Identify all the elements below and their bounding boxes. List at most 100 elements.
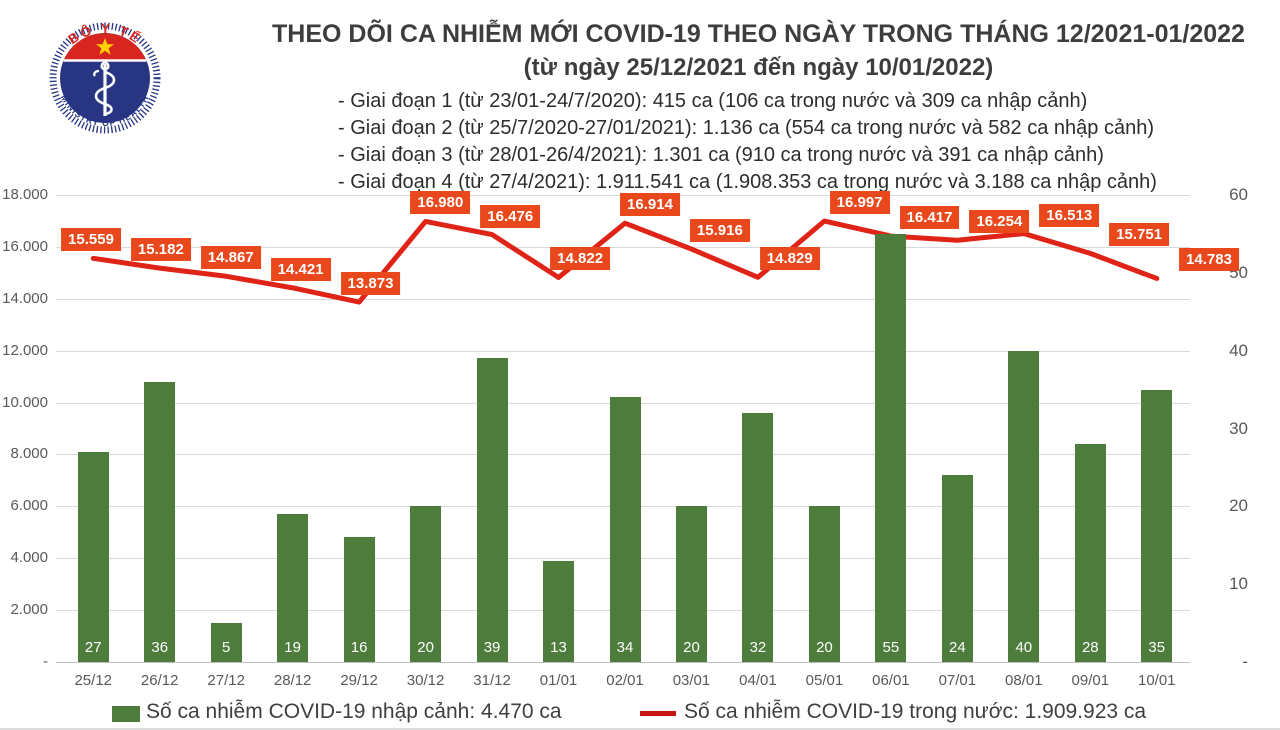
phase-line-3: - Giai đoạn 3 (từ 28/01-26/4/2021): 1.30… (338, 144, 1104, 166)
legend-line-swatch (640, 711, 676, 716)
bar-imported-cases: 24 (941, 475, 973, 662)
x-axis-date-label: 27/12 (207, 672, 245, 689)
right-axis-tick: 30 (1229, 418, 1248, 438)
line-point-label: 14.421 (270, 257, 331, 281)
bar-value-label: 40 (1015, 638, 1033, 656)
x-axis-date-label: 30/12 (406, 672, 445, 689)
chart-legend: Số ca nhiễm COVID-19 nhập cảnh: 4.470 ca… (0, 700, 1280, 728)
bar-imported-cases: 20 (675, 506, 707, 662)
x-axis-date-label: 03/01 (672, 672, 711, 689)
bar-value-label: 27 (84, 638, 102, 656)
left-axis-tick: 6.000 (10, 497, 48, 515)
bar-imported-cases: 27 (77, 451, 109, 662)
right-axis-tick: 40 (1229, 340, 1248, 360)
x-axis-date-label: 05/01 (805, 672, 844, 689)
line-point-label: 16.980 (410, 191, 471, 215)
x-axis-date-label: 31/12 (473, 672, 511, 689)
bar-imported-cases: 36 (144, 381, 176, 662)
x-axis-date-label: 28/12 (273, 672, 312, 689)
bar-value-label: 28 (1081, 638, 1099, 656)
left-axis-tick: 10.000 (2, 393, 48, 411)
x-axis-date-label: 26/12 (140, 672, 179, 689)
moh-logo-graphic: BỘ Y TẾ MINISTRY OF HEALTH (49, 21, 161, 134)
chart-title: THEO DÕI CA NHIỄM MỚI COVID-19 THEO NGÀY… (272, 20, 1245, 48)
left-axis-tick: 2.000 (10, 601, 48, 619)
bar-imported-cases: 20 (410, 506, 442, 662)
x-axis-date-label: 06/01 (872, 672, 910, 689)
bar-value-label: 34 (616, 638, 634, 656)
x-axis-date-label: 02/01 (606, 672, 644, 689)
line-point-label: 16.476 (480, 204, 541, 228)
line-point-label: 15.559 (61, 228, 121, 252)
left-axis-tick: 16.000 (2, 237, 48, 255)
bar-imported-cases: 39 (476, 358, 508, 662)
bar-value-label: 35 (1148, 638, 1166, 656)
line-point-label: 13.873 (340, 272, 401, 296)
left-axis-tick: 8.000 (10, 445, 48, 463)
line-point-label: 16.997 (829, 191, 890, 215)
bar-imported-cases: 28 (1074, 444, 1106, 662)
bar-imported-cases: 20 (808, 506, 840, 662)
x-axis-date-label: 09/01 (1071, 672, 1110, 689)
x-axis-date-label: 01/01 (539, 672, 578, 689)
legend-bar-swatch (112, 706, 140, 722)
bar-value-label: 20 (816, 638, 833, 656)
x-axis-date-label: 04/01 (739, 672, 777, 689)
bar-imported-cases: 13 (543, 560, 575, 662)
bar-imported-cases: 40 (1008, 350, 1040, 662)
bar-imported-cases: 16 (343, 537, 375, 662)
line-point-label: 16.914 (620, 193, 680, 217)
x-axis-date-label: 07/01 (938, 672, 977, 689)
bar-value-label: 24 (949, 638, 966, 656)
bottom-edge (0, 728, 1280, 730)
x-axis-date-label: 25/12 (74, 672, 113, 689)
legend-bars-label: Số ca nhiễm COVID-19 nhập cảnh: 4.470 ca (146, 700, 562, 723)
bar-value-label: 16 (350, 638, 368, 656)
left-axis-tick: - (43, 653, 48, 670)
logo-ray-ring (49, 22, 161, 134)
line-point-label: 14.867 (200, 246, 261, 270)
line-point-label: 15.182 (130, 238, 191, 262)
right-axis-tick: - (1242, 652, 1248, 671)
phase-summary: - Giai đoạn 1 (từ 23/01-24/7/2020): 415 … (338, 88, 1157, 196)
right-axis-tick: 20 (1229, 496, 1248, 516)
bar-value-label: 32 (749, 638, 767, 656)
left-axis-tick: 18.000 (2, 186, 48, 203)
x-axis-date-label: 29/12 (340, 672, 378, 689)
line-point-label: 15.751 (1109, 223, 1170, 247)
x-axis-date-label: 08/01 (1005, 672, 1043, 689)
left-axis-tick: 4.000 (10, 549, 48, 567)
logo-star (96, 38, 114, 55)
line-point-label: 16.417 (899, 206, 960, 230)
bar-value-label: 39 (483, 638, 501, 656)
chart-subtitle: (từ ngày 25/12/2021 đến ngày 10/01/2022) (523, 54, 994, 81)
bar-value-label: 36 (151, 638, 169, 656)
phase-line-1: - Giai đoạn 1 (từ 23/01-24/7/2020): 415 … (338, 90, 1088, 112)
bar-imported-cases: 35 (1141, 389, 1173, 662)
gridline (56, 350, 1190, 352)
bar-imported-cases: 55 (875, 233, 907, 662)
line-point-label: 16.254 (969, 210, 1030, 234)
left-axis-tick: 14.000 (2, 289, 48, 307)
right-axis-tick: 10 (1229, 574, 1248, 594)
bar-imported-cases: 5 (210, 623, 242, 662)
bar-imported-cases: 32 (742, 412, 774, 662)
line-point-label: 14.829 (759, 247, 820, 271)
bar-value-label: 5 (222, 638, 231, 656)
line-point-label: 15.916 (689, 219, 750, 243)
phase-line-4: - Giai đoạn 4 (từ 27/4/2021): 1.911.541 … (338, 171, 1157, 193)
line-point-label: 16.513 (1039, 203, 1100, 227)
bar-value-label: 20 (417, 638, 434, 656)
line-point-label: 14.822 (550, 247, 611, 271)
x-axis-date-label: 10/01 (1137, 672, 1176, 689)
bar-value-label: 19 (284, 638, 301, 656)
bar-value-label: 55 (882, 638, 900, 656)
right-axis-tick: 60 (1229, 185, 1248, 204)
x-axis-line (56, 662, 1190, 663)
bar-imported-cases: 34 (609, 397, 641, 662)
gridline (56, 298, 1190, 300)
rod-of-asclepius-icon (93, 61, 116, 116)
legend-line-label: Số ca nhiễm COVID-19 trong nước: 1.909.9… (684, 700, 1147, 723)
bar-value-label: 20 (683, 638, 700, 656)
